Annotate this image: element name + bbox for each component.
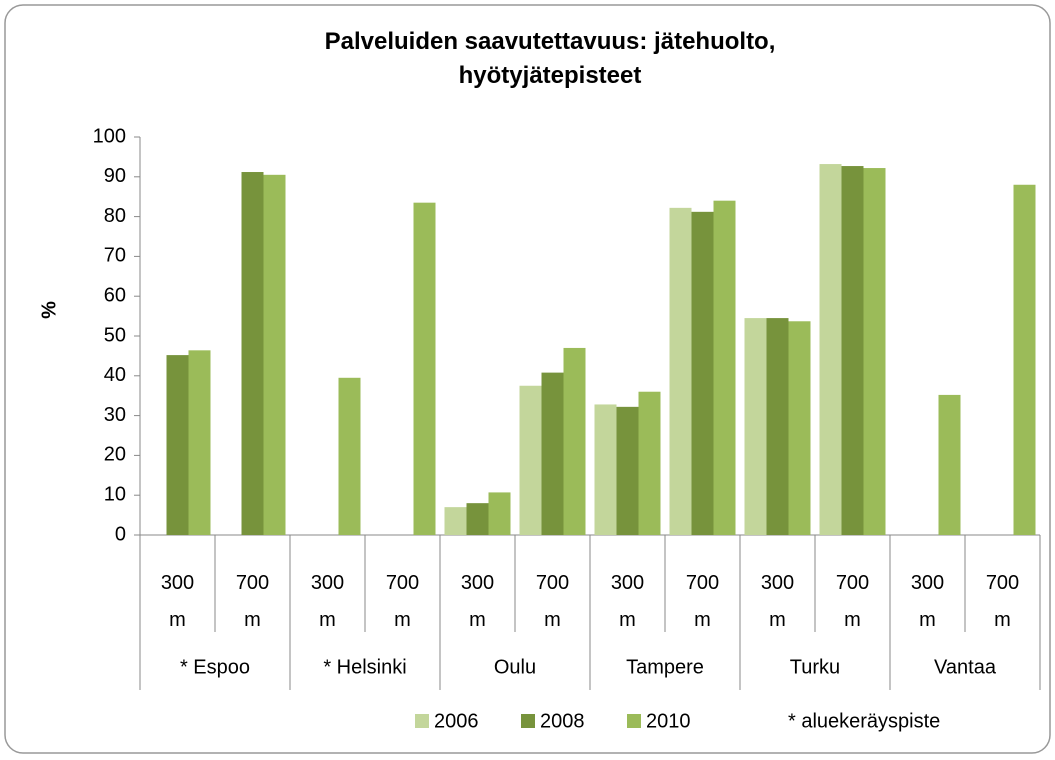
y-tick-label: 50: [104, 324, 126, 346]
x-tick-label-box: 300 m: [910, 572, 945, 631]
y-tick-label: 80: [104, 205, 126, 227]
x-tick-label: 700 m: [235, 572, 270, 631]
bar: [819, 164, 842, 535]
legend-swatch: [521, 714, 535, 728]
bar: [541, 372, 564, 535]
x-tick-label: 700 m: [535, 572, 570, 631]
x-tick-label: 300 m: [310, 572, 345, 631]
x-tick-label-box: 700 m: [985, 572, 1020, 631]
legend-note: * aluekeräyspiste: [788, 710, 940, 732]
x-tick-label: 700 m: [385, 572, 420, 631]
y-tick-label: 70: [104, 245, 126, 267]
x-tick-label: 300 m: [760, 572, 795, 631]
bar: [241, 172, 264, 536]
y-tick-label: 90: [104, 165, 126, 187]
x-tick-label-box: 300 m: [760, 572, 795, 631]
bar: [766, 318, 789, 535]
x-tick-label-box: 700 m: [535, 572, 570, 631]
group-label: * Espoo: [180, 656, 250, 678]
bar: [519, 385, 542, 535]
x-tick-label-box: 700 m: [835, 572, 870, 631]
legend-label: 2008: [540, 710, 585, 732]
legend-label: 2010: [646, 710, 691, 732]
legend-swatch: [415, 714, 429, 728]
x-tick-label: 700 m: [985, 572, 1020, 631]
x-tick-label-box: 300 m: [160, 572, 195, 631]
bar: [444, 507, 467, 535]
y-tick-label: 20: [104, 444, 126, 466]
group-label: Oulu: [494, 656, 536, 678]
title-box: Palveluiden saavutettavuus: jätehuolto, …: [324, 28, 776, 89]
bar: [938, 394, 961, 535]
group-label: Vantaa: [934, 656, 997, 678]
bar: [638, 391, 661, 535]
y-axis-label: %: [38, 301, 60, 319]
x-tick-label: 300 m: [610, 572, 645, 631]
bar: [713, 200, 736, 535]
bar: [863, 168, 886, 535]
x-tick-label-box: 700 m: [385, 572, 420, 631]
bar: [616, 406, 639, 535]
bar: [263, 174, 286, 535]
x-tick-label-box: 300 m: [310, 572, 345, 631]
chart-frame: [4, 4, 1051, 754]
y-tick-label: 40: [104, 364, 126, 386]
y-tick-label: 100: [93, 125, 126, 147]
group-label: Turku: [790, 656, 840, 678]
x-tick-label: 700 m: [835, 572, 870, 631]
legend-label: 2006: [434, 710, 479, 732]
group-label: Tampere: [626, 656, 704, 678]
y-tick-label: 30: [104, 404, 126, 426]
bar: [594, 404, 617, 535]
x-tick-label: 300 m: [910, 572, 945, 631]
bar: [669, 207, 692, 535]
chart-title: Palveluiden saavutettavuus: jätehuolto, …: [324, 28, 776, 89]
bar: [466, 503, 489, 535]
x-tick-label-box: 700 m: [235, 572, 270, 631]
x-tick-label-box: 300 m: [460, 572, 495, 631]
bar: [841, 166, 864, 535]
x-tick-label: 300 m: [460, 572, 495, 631]
bar: [413, 202, 436, 536]
y-tick-label: 60: [104, 284, 126, 306]
bar: [188, 350, 211, 535]
bar: [488, 492, 511, 535]
x-tick-label-box: 300 m: [610, 572, 645, 631]
y-tick-label: 0: [115, 523, 126, 545]
bar: [563, 347, 586, 535]
bar: [691, 211, 714, 535]
x-tick-label: 700 m: [685, 572, 720, 631]
group-label: * Helsinki: [323, 656, 406, 678]
bar: [744, 318, 767, 535]
bar: [338, 377, 361, 535]
x-tick-label-box: 700 m: [685, 572, 720, 631]
x-tick-label: 300 m: [160, 572, 195, 631]
legend-swatch: [627, 714, 641, 728]
bar: [166, 355, 189, 535]
y-tick-label: 10: [104, 483, 126, 505]
bar: [1013, 184, 1036, 535]
bar: [788, 321, 811, 535]
